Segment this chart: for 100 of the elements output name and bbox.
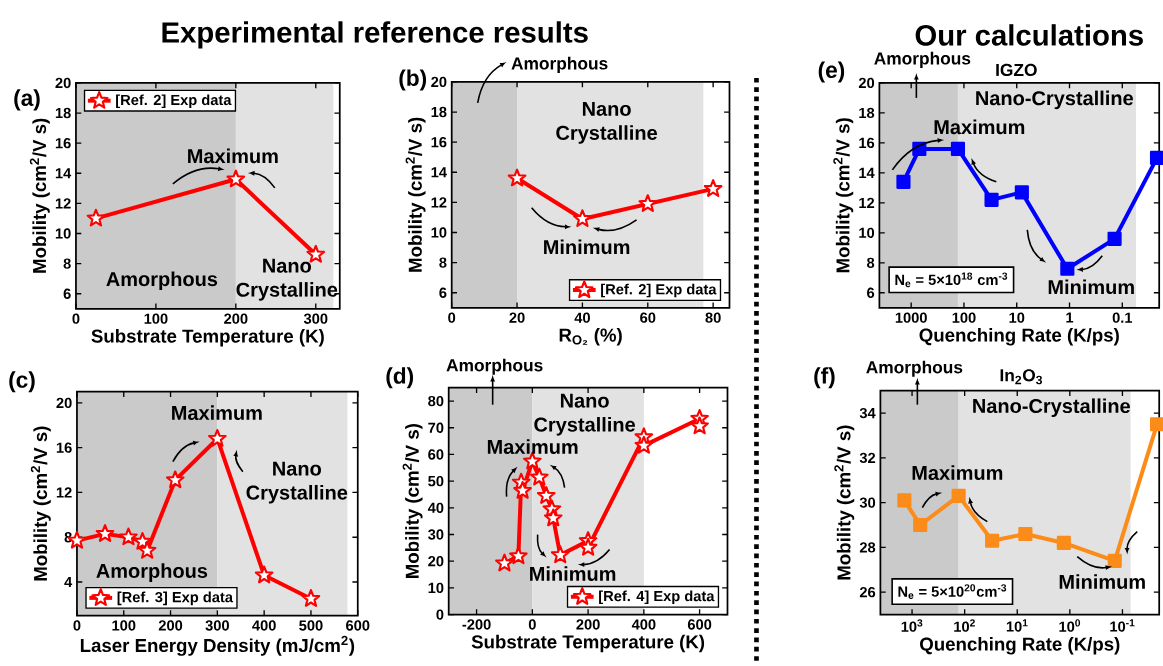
point (165, 470, 185, 489)
annotation: Nano Crystalline (556, 102, 657, 144)
y-axis-title: Mobility (cm$^{2}$/V s) (405, 117, 426, 272)
x-axis-title: Quenching Rate (K/ps) (920, 637, 1120, 655)
y-tick-label: 10 (428, 582, 444, 594)
y-tick-label: 12 (431, 197, 447, 208)
legend-label: [Ref. 2] Exp data (116, 94, 232, 109)
annotation: Maximum (912, 465, 1003, 481)
x-tick-label: 0 (448, 312, 456, 323)
point (638, 194, 658, 213)
text: IGZO (996, 63, 1037, 77)
x-tick-label: 1 (1066, 312, 1074, 323)
y-tick-label: 40 (427, 502, 444, 514)
y-tick-label: 8 (866, 257, 875, 269)
x-tick-label: 400 (631, 619, 656, 630)
x-tick-label: 0 (72, 313, 80, 324)
point (226, 169, 246, 188)
point (119, 527, 138, 546)
point (208, 429, 227, 447)
y-tick-label: 6 (63, 288, 71, 299)
x-tick-label: 0 (528, 619, 536, 630)
x-axis-title: Laser Energy Density (mJ/cm$^{2}$) (80, 635, 355, 656)
y-tick-label: 30 (428, 529, 444, 540)
legend-label: [Ref. 4] Exp data (599, 590, 715, 605)
x-axis-title: R$_{O₂}$ (%) (559, 328, 622, 346)
y-tick-label: 14 (55, 168, 72, 179)
y-tick-label: 18 (859, 107, 875, 119)
y-axis-title: Mobility (cm$^{2}$/V s) (30, 426, 51, 581)
y-axis-title: Mobility (cm$^{2}$/V s) (834, 425, 855, 580)
text: (f) (814, 367, 835, 389)
point (703, 179, 723, 197)
y-tick-label: 12 (859, 197, 875, 209)
text: (d) (386, 367, 414, 389)
point (530, 467, 549, 486)
x-tick-label: 10$^{-1}$ (1110, 619, 1135, 632)
x-tick-label: 10$^{0}$ (1059, 619, 1081, 632)
y-tick-label: 12 (56, 487, 72, 498)
point (507, 168, 527, 187)
y-tick-label: 18 (55, 107, 71, 119)
x-tick-label: 200 (224, 313, 248, 324)
y-tick-label: 60 (428, 449, 444, 460)
y-tick-label: 10 (431, 227, 447, 238)
y-tick-label: 32 (859, 452, 876, 464)
y-tick-label: 16 (56, 442, 72, 453)
y-tick-label: 16 (55, 138, 71, 149)
text: (a) (14, 89, 40, 111)
annotation: Nano-Crystalline (976, 90, 1133, 110)
x-tick-label: 200 (158, 620, 183, 631)
annotation: Maximum (934, 119, 1025, 135)
annotation: Amorphous (96, 563, 208, 582)
y-tick-label: 10 (55, 228, 71, 239)
x-axis-title: Substrate Temperature (K) (91, 329, 324, 347)
y-tick-label: 34 (859, 407, 876, 419)
text: Amorphous (866, 360, 963, 377)
y-tick-label: 28 (859, 542, 876, 553)
x-tick-label: 300 (303, 313, 328, 324)
point (254, 565, 274, 584)
point (495, 553, 514, 572)
text: Amorphous (511, 56, 608, 74)
annotation: Nano Crystalline (246, 461, 348, 504)
y-tick-label: 16 (431, 137, 447, 148)
y-tick-label: 50 (428, 476, 444, 487)
x-axis-title: Substrate Temperature (K) (471, 634, 705, 653)
y-tick-label: 20 (428, 556, 444, 567)
y-tick-label: 20 (55, 77, 71, 89)
annotation: Maximum (172, 405, 262, 421)
x-tick-label: 10$^{1}$ (1006, 619, 1028, 632)
y-axis-title: Mobility (cm$^{2}$/V s) (402, 424, 423, 579)
x-tick-label: 10$^{2}$ (954, 619, 975, 632)
x-tick-label: -200 (462, 619, 491, 630)
x-tick-label: 10 (1009, 312, 1025, 323)
y-tick-label: 14 (859, 167, 875, 178)
x-tick-label: 100 (952, 312, 976, 323)
point (137, 540, 157, 559)
annotation: Nano Crystalline (534, 393, 635, 436)
text: (e) (818, 61, 845, 83)
annotation: Amorphous (106, 271, 218, 291)
y-axis-title: Mobility (cm$^{2}$/V s) (833, 118, 854, 273)
y-tick-label: 8 (63, 258, 71, 269)
text: In$_{2}$O$_{3}$ (1000, 369, 1043, 385)
y-tick-label: 80 (428, 395, 444, 407)
y-tick-label: 30 (859, 497, 876, 508)
annotation: Minimum (544, 239, 630, 255)
x-tick-label: 0.1 (1112, 312, 1133, 323)
text: Experimental reference results (162, 21, 588, 49)
y-tick-label: 6 (439, 287, 447, 298)
point (509, 546, 528, 565)
y-tick-label: 12 (55, 198, 71, 209)
y-tick-label: 14 (431, 167, 447, 178)
annotation: Nano Crystalline (236, 258, 338, 301)
annotation: Nano-Crystalline (973, 398, 1130, 418)
point (86, 208, 106, 227)
text: Amorphous (446, 358, 543, 375)
y-tick-label: 26 (859, 587, 876, 598)
x-tick-label: 1000 (895, 312, 927, 323)
point (513, 481, 532, 499)
text: Amorphous (874, 51, 971, 69)
x-tick-label: 200 (576, 619, 600, 630)
point (578, 537, 598, 556)
x-tick-label: 600 (346, 620, 370, 631)
